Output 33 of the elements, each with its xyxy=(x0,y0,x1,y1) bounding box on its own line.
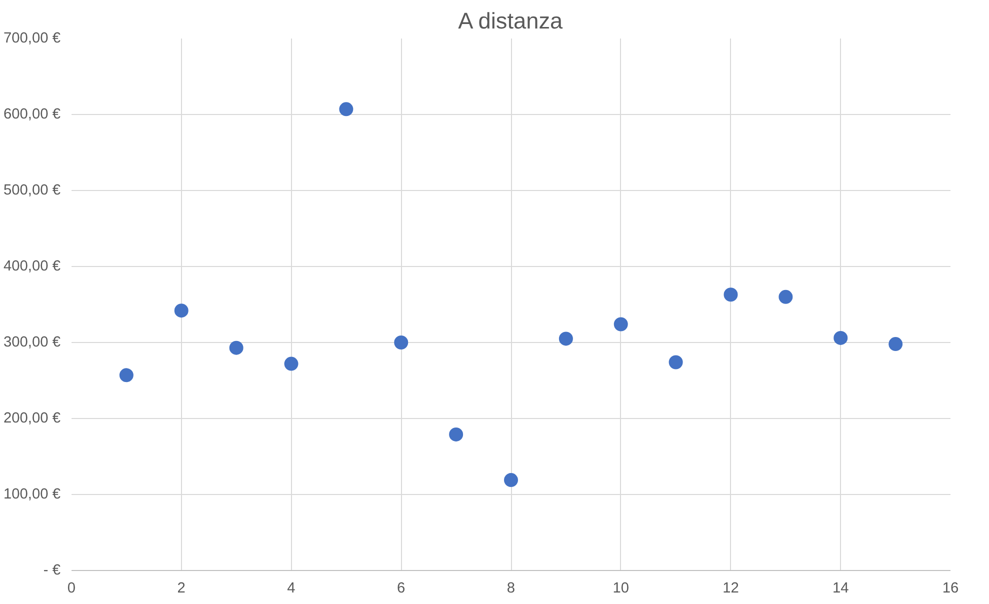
point xyxy=(558,332,573,346)
x-tick-label: 10 xyxy=(612,580,630,596)
point xyxy=(229,340,244,355)
point xyxy=(614,317,628,332)
point xyxy=(834,330,848,345)
y-tick-label: 200,00 € xyxy=(3,410,61,426)
point xyxy=(339,102,354,116)
x-tick-label: 6 xyxy=(397,580,406,596)
y-tick-label: 300,00 € xyxy=(3,334,61,350)
chart-title: A distanza xyxy=(458,8,564,34)
x-tick-label: 8 xyxy=(506,580,516,596)
point xyxy=(174,304,188,318)
x-tick-label: 2 xyxy=(177,580,186,596)
point xyxy=(119,368,134,382)
y-tick-label: 400,00 € xyxy=(3,258,61,274)
y-tick-label: - € xyxy=(43,562,61,578)
point xyxy=(284,356,298,371)
point xyxy=(888,337,903,352)
x-tick-label: 16 xyxy=(942,580,959,596)
x-tick-label: 0 xyxy=(67,580,76,596)
point xyxy=(724,288,738,302)
y-tick-label: 500,00 € xyxy=(3,182,61,198)
x-tick-label: 4 xyxy=(287,580,296,596)
y-tick-label: 700,00 € xyxy=(3,30,61,46)
x-tick-label: 12 xyxy=(722,580,739,596)
y-tick-label: 600,00 € xyxy=(3,106,61,122)
point xyxy=(778,290,793,304)
point xyxy=(394,336,408,350)
y-tick-label: 100,00 € xyxy=(3,486,61,502)
point xyxy=(668,355,683,370)
point xyxy=(449,427,464,442)
x-tick-label: 14 xyxy=(832,580,849,596)
point xyxy=(504,473,518,488)
